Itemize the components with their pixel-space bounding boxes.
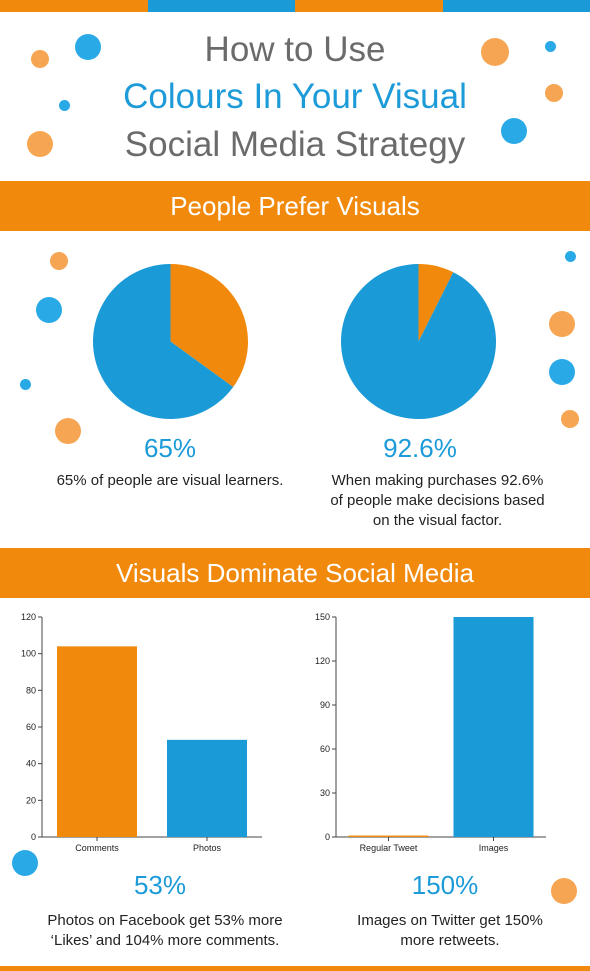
- decor-dot: [561, 410, 579, 428]
- decor-dot: [549, 311, 575, 337]
- title-line-1: How to Use: [204, 30, 386, 69]
- y-tick-label: 30: [320, 788, 330, 798]
- decor-dot: [20, 379, 31, 390]
- top-bar-segment: [0, 0, 148, 12]
- section-heading-people-prefer-visuals: People Prefer Visuals: [0, 181, 590, 231]
- decor-dot: [12, 850, 38, 876]
- y-tick-label: 120: [21, 612, 36, 622]
- decor-dot: [549, 359, 575, 385]
- pie-caption-purchase-decisions: When making purchases 92.6% of people ma…: [330, 472, 545, 529]
- decor-dot: [481, 38, 509, 66]
- decor-dot: [59, 100, 70, 111]
- decor-dot: [545, 84, 563, 102]
- top-bar-segment: [442, 0, 590, 12]
- y-tick-label: 120: [315, 656, 330, 666]
- x-tick-label: Comments: [75, 843, 119, 853]
- bar: [167, 739, 247, 837]
- bar-stat-twitter: 150%: [411, 870, 479, 900]
- pie-chart-visual-learners: [93, 264, 248, 419]
- top-color-bar: [0, 0, 590, 12]
- decor-dot: [27, 131, 53, 157]
- pie-slice: [93, 264, 234, 419]
- decor-dot: [31, 50, 49, 68]
- y-tick-label: 100: [21, 649, 36, 659]
- decor-dot: [501, 118, 527, 144]
- top-bar-segment: [147, 0, 295, 12]
- pie-stat-visual-learners: 65%: [143, 433, 197, 463]
- pie-slice: [170, 264, 248, 388]
- bar: [348, 835, 429, 837]
- decor-dot: [55, 418, 81, 444]
- bar-stat-facebook: 53%: [133, 870, 187, 900]
- y-tick-label: 0: [31, 832, 36, 842]
- decor-dot: [75, 34, 101, 60]
- bar: [453, 617, 534, 837]
- bar-caption-facebook: Photos on Facebook get 53% more ‘Likes’ …: [47, 912, 283, 949]
- pie-slice: [341, 264, 496, 419]
- bar: [57, 646, 137, 837]
- y-tick-label: 60: [320, 744, 330, 754]
- decor-dot: [36, 297, 62, 323]
- pie-slice: [418, 264, 454, 342]
- bottom-color-bar: [0, 966, 590, 971]
- decor-dot: [545, 41, 556, 52]
- y-tick-label: 150: [315, 612, 330, 622]
- decor-dot: [50, 252, 68, 270]
- pie-caption-visual-learners: 65% of people are visual learners.: [56, 472, 284, 489]
- y-tick-label: 60: [26, 722, 36, 732]
- section-heading-visuals-dominate: Visuals Dominate Social Media: [0, 548, 590, 598]
- decor-dot: [551, 878, 577, 904]
- top-bar-segment: [295, 0, 443, 12]
- bar-chart-twitter: 0 30 60 90 120 150 Regular Tweet Images: [315, 612, 546, 853]
- bar-chart-facebook: 0 20 40 60 80 100 120 Comments Photos: [21, 612, 262, 853]
- bar-caption-twitter: Images on Twitter get 150% more retweets…: [357, 912, 543, 949]
- y-tick-label: 0: [325, 832, 330, 842]
- x-tick-label: Photos: [193, 843, 222, 853]
- title-line-2: Colours In Your Visual: [123, 77, 467, 116]
- decor-dot: [565, 251, 576, 262]
- y-tick-label: 90: [320, 700, 330, 710]
- y-tick-label: 20: [26, 795, 36, 805]
- y-tick-label: 40: [26, 759, 36, 769]
- x-tick-label: Regular Tweet: [360, 843, 418, 853]
- pie-stat-purchase-decisions: 92.6%: [383, 433, 457, 463]
- pie-chart-purchase-decisions: [341, 264, 496, 419]
- y-tick-label: 80: [26, 685, 36, 695]
- title-line-3: Social Media Strategy: [124, 125, 466, 164]
- x-tick-label: Images: [479, 843, 509, 853]
